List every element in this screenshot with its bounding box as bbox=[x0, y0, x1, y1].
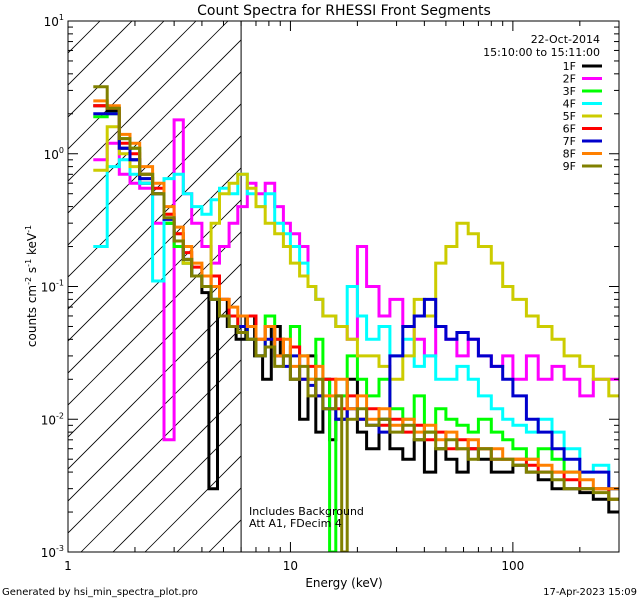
x-tick-label: 1 bbox=[64, 559, 72, 573]
annotation-background: Includes Background bbox=[249, 505, 364, 518]
hatch-line bbox=[68, 21, 133, 86]
hatch-line bbox=[68, 167, 242, 342]
y-tick-label: 100 bbox=[44, 146, 64, 162]
legend-label-6f: 6F bbox=[563, 123, 576, 136]
legend-label-3f: 3F bbox=[563, 85, 576, 98]
x-tick-label: 10 bbox=[283, 559, 298, 573]
y-tick-label: 101 bbox=[44, 13, 64, 29]
legend-label-9f: 9F bbox=[563, 160, 576, 173]
legend-label-5f: 5F bbox=[563, 110, 576, 123]
x-tick-label: 100 bbox=[501, 559, 524, 573]
observation-date: 22-Oct-2014 bbox=[531, 33, 600, 46]
hatch-line bbox=[68, 103, 242, 278]
hatch-line bbox=[68, 199, 242, 374]
hatch-line bbox=[68, 21, 165, 118]
y-label-exp-s: -1 bbox=[24, 259, 33, 267]
legend-label-1f: 1F bbox=[563, 60, 576, 73]
series-5f-line bbox=[93, 125, 619, 398]
legend-label-4f: 4F bbox=[563, 98, 576, 111]
y-tick-labels: 10-3 10-2 10-1 100 101 bbox=[41, 13, 64, 560]
hatch-line bbox=[144, 455, 242, 552]
footer-generated-by: Generated by hsi_min_spectra_plot.pro bbox=[2, 587, 198, 598]
y-tick-label: 10-1 bbox=[41, 279, 64, 295]
y-label-base: counts cm bbox=[25, 285, 39, 347]
y-label-s: s bbox=[25, 267, 39, 277]
hatch-line bbox=[68, 21, 229, 182]
y-label-exp-kev: -1 bbox=[24, 225, 33, 233]
y-axis-label: counts cm-2 s-1 keV-1 bbox=[24, 225, 39, 347]
series-9f-line bbox=[93, 85, 619, 552]
hatch-line bbox=[68, 231, 242, 406]
annotation-attenuator: Att A1, FDecim 4 bbox=[249, 517, 342, 530]
footer-timestamp: 17-Apr-2023 15:09 bbox=[543, 587, 637, 598]
y-label-kev: keV bbox=[25, 232, 39, 259]
x-tick-labels: 1 10 100 bbox=[64, 559, 524, 573]
legend-label-8f: 8F bbox=[563, 148, 576, 161]
hatch-line bbox=[112, 423, 242, 552]
hatch-line bbox=[80, 391, 242, 552]
legend-label-7f: 7F bbox=[563, 135, 576, 148]
hatch-line bbox=[68, 71, 242, 246]
axis-ticks bbox=[67, 20, 620, 553]
hatch-line bbox=[68, 295, 242, 470]
hatch-line bbox=[68, 359, 242, 534]
background-hatched-region bbox=[68, 21, 242, 552]
hatch-line bbox=[68, 135, 242, 310]
hatch-line bbox=[68, 39, 242, 214]
x-axis-label: Energy (keV) bbox=[305, 576, 382, 590]
y-label-exp-cm: -2 bbox=[24, 277, 33, 285]
spectra-series-group bbox=[93, 85, 619, 552]
hatch-line bbox=[68, 327, 242, 502]
y-tick-label: 10-2 bbox=[41, 411, 64, 427]
chart-title: Count Spectra for RHESSI Front Segments bbox=[197, 3, 491, 19]
legend-label-2f: 2F bbox=[563, 73, 576, 86]
y-tick-label: 10-3 bbox=[41, 544, 64, 560]
time-range: 15:10:00 to 15:11:00 bbox=[483, 46, 600, 59]
